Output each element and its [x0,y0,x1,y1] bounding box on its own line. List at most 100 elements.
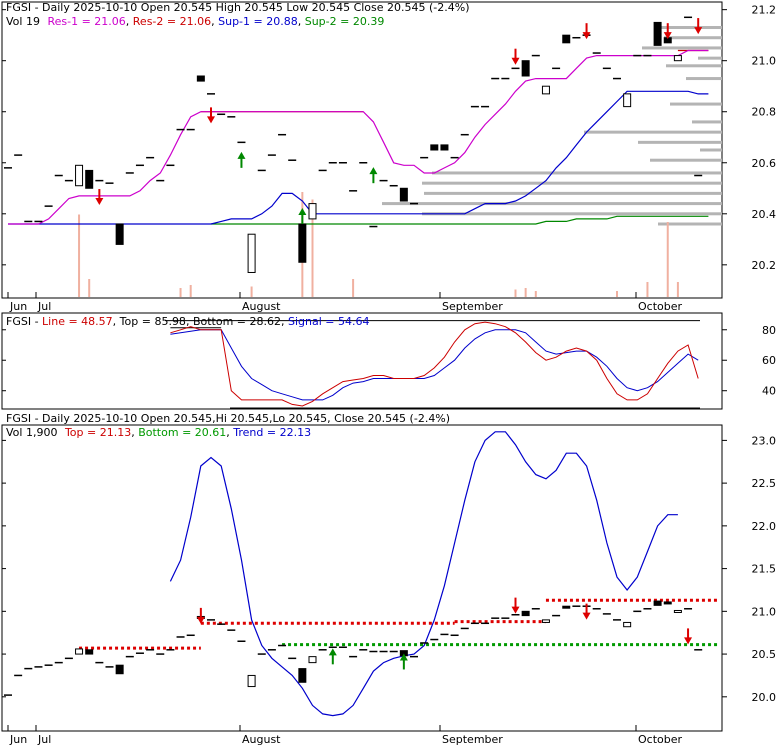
date-axis-tick-label: September [442,300,503,313]
oscillator-info: FGSI - Line = 48.57, Top = 85.98, Bottom… [6,315,370,328]
volume-profile-bar [432,171,722,175]
buy-arrow-icon [237,151,246,159]
price-candle [430,144,439,151]
price-info-line1: FGSI - Daily 2025-10-10 Open 20.545 High… [6,1,470,14]
price-axis: 20.2 20.4 20.6 20.8 21.0 21.2 [2,4,776,272]
sell-arrow-icon [694,27,703,35]
price-info-sup1: Sup-1 = 20.88 [218,15,298,28]
sell-arrow-icon [582,612,591,620]
price-axis-tick-label: 20.6 [752,157,777,170]
trend-info-vol: Vol 1,900 [6,426,57,439]
volume-profile-bar [670,102,722,106]
trend-date-axis-tick-label: Jun [9,733,27,745]
trend-candle [298,668,307,683]
price-candle [623,93,632,108]
volume-profile-bar [666,64,722,68]
volume-bar [88,279,91,297]
price-candles [4,16,703,273]
trend-axis-tick-label: 21.5 [752,563,777,576]
trend-info-bottom: Bottom = 20.61 [138,426,226,439]
price-candle [562,34,571,44]
volume-profile-bar [642,46,722,50]
oscillator-info-line: Line = 48.57 [42,315,113,328]
price-candle [399,187,408,202]
signal-arrows [95,18,703,224]
oscillator-info-top: Top = 85.98 [119,315,186,328]
trend-axis-tick-label: 20.5 [752,648,777,661]
price-candle [653,21,662,46]
sell-arrow-icon [684,637,693,645]
price-axis-tick-label: 20.4 [752,208,777,221]
trend-candle [623,621,632,628]
trend-candle [663,601,672,605]
trend-candle [673,609,682,613]
volume-profile-bar [638,140,722,144]
volume-bar [666,222,669,297]
oscillator-panel: 40 60 80 FGSI - Line = 48.57, Top = 85.98,… [1,312,776,410]
oscillator-axis: 40 60 80 [2,324,776,398]
price-panel-frame [1,1,723,299]
sell-arrow-icon [511,606,520,614]
volume-bar [514,289,517,297]
volume-profile [382,26,722,226]
date-axis-tick-label: Jun [9,300,27,313]
sell-arrow-icon [663,32,672,40]
price-candle [673,55,682,62]
date-axis: Jun Jul August September October [7,292,682,313]
volume-profile-bar [654,26,722,30]
trend-date-axis: Jun Jul August September October [7,725,682,745]
trend-axis-tick-label: 22.5 [752,477,777,490]
volume-bar [352,279,355,297]
sell-arrow-icon [582,32,591,40]
trend-candle [521,610,530,617]
trend-arrows [196,597,693,670]
oscillator-lines [165,320,700,409]
volume-profile-bar [422,212,722,216]
trend-axis-tick-label: 23.0 [752,434,777,447]
volume-bar [311,199,314,297]
price-info-line2: Vol 19 Res-1 = 21.06, Res-2 = 21.06, Sup… [6,15,384,28]
support-resistance-lines [8,49,709,225]
volume-profile-bar [664,36,722,40]
volume-bar [78,214,81,297]
price-axis-tick-label: 20.8 [752,106,777,119]
volume-profile-bar [658,222,722,226]
oscillator-axis-tick-label: 60 [762,354,776,367]
price-candle [196,75,205,82]
trend-info-ticker: FGSI - Daily 2025-10-10 Open 20.545,Hi 2… [6,412,450,425]
buy-arrow-icon [369,167,378,175]
volume-bar [534,291,537,297]
volume-profile-bar [686,77,722,81]
volume-bar [676,282,679,297]
trend-date-axis-tick-label: October [638,733,682,745]
volume-bar [179,288,182,297]
support2-line [211,215,709,225]
oscillator-axis-tick-label: 40 [762,385,776,398]
trend-axis-tick-label: 22.0 [752,520,777,533]
trend-info-top: Top = 21.13 [64,426,131,439]
price-candle [85,169,94,189]
price-info-vol: Vol 19 [6,15,40,28]
price-axis-tick-label: 20.2 [752,259,777,272]
trend-candle [75,648,84,655]
oscillator-line [170,321,699,407]
signal-line [170,329,699,401]
date-axis-tick-label: Jul [37,300,51,313]
volume-profile-bar [584,130,722,134]
volume-bar [646,282,649,297]
volume-profile-bar [698,56,722,60]
resistance1-line [8,49,709,225]
price-candle [247,233,256,273]
buy-arrow-icon [298,208,307,215]
price-axis-tick-label: 21.2 [752,4,777,17]
volume-bar [189,285,192,297]
price-axis-tick-label: 21.0 [752,55,777,68]
trend-axis-tick-label: 20.0 [752,691,777,704]
price-candle [308,203,317,220]
trend-axis-tick-label: 21.0 [752,605,777,618]
date-axis-tick-label: August [242,300,281,313]
price-info-res2: Res-2 = 21.06 [133,15,211,28]
volume-profile-bar [422,181,722,185]
volume-bar [250,286,253,297]
